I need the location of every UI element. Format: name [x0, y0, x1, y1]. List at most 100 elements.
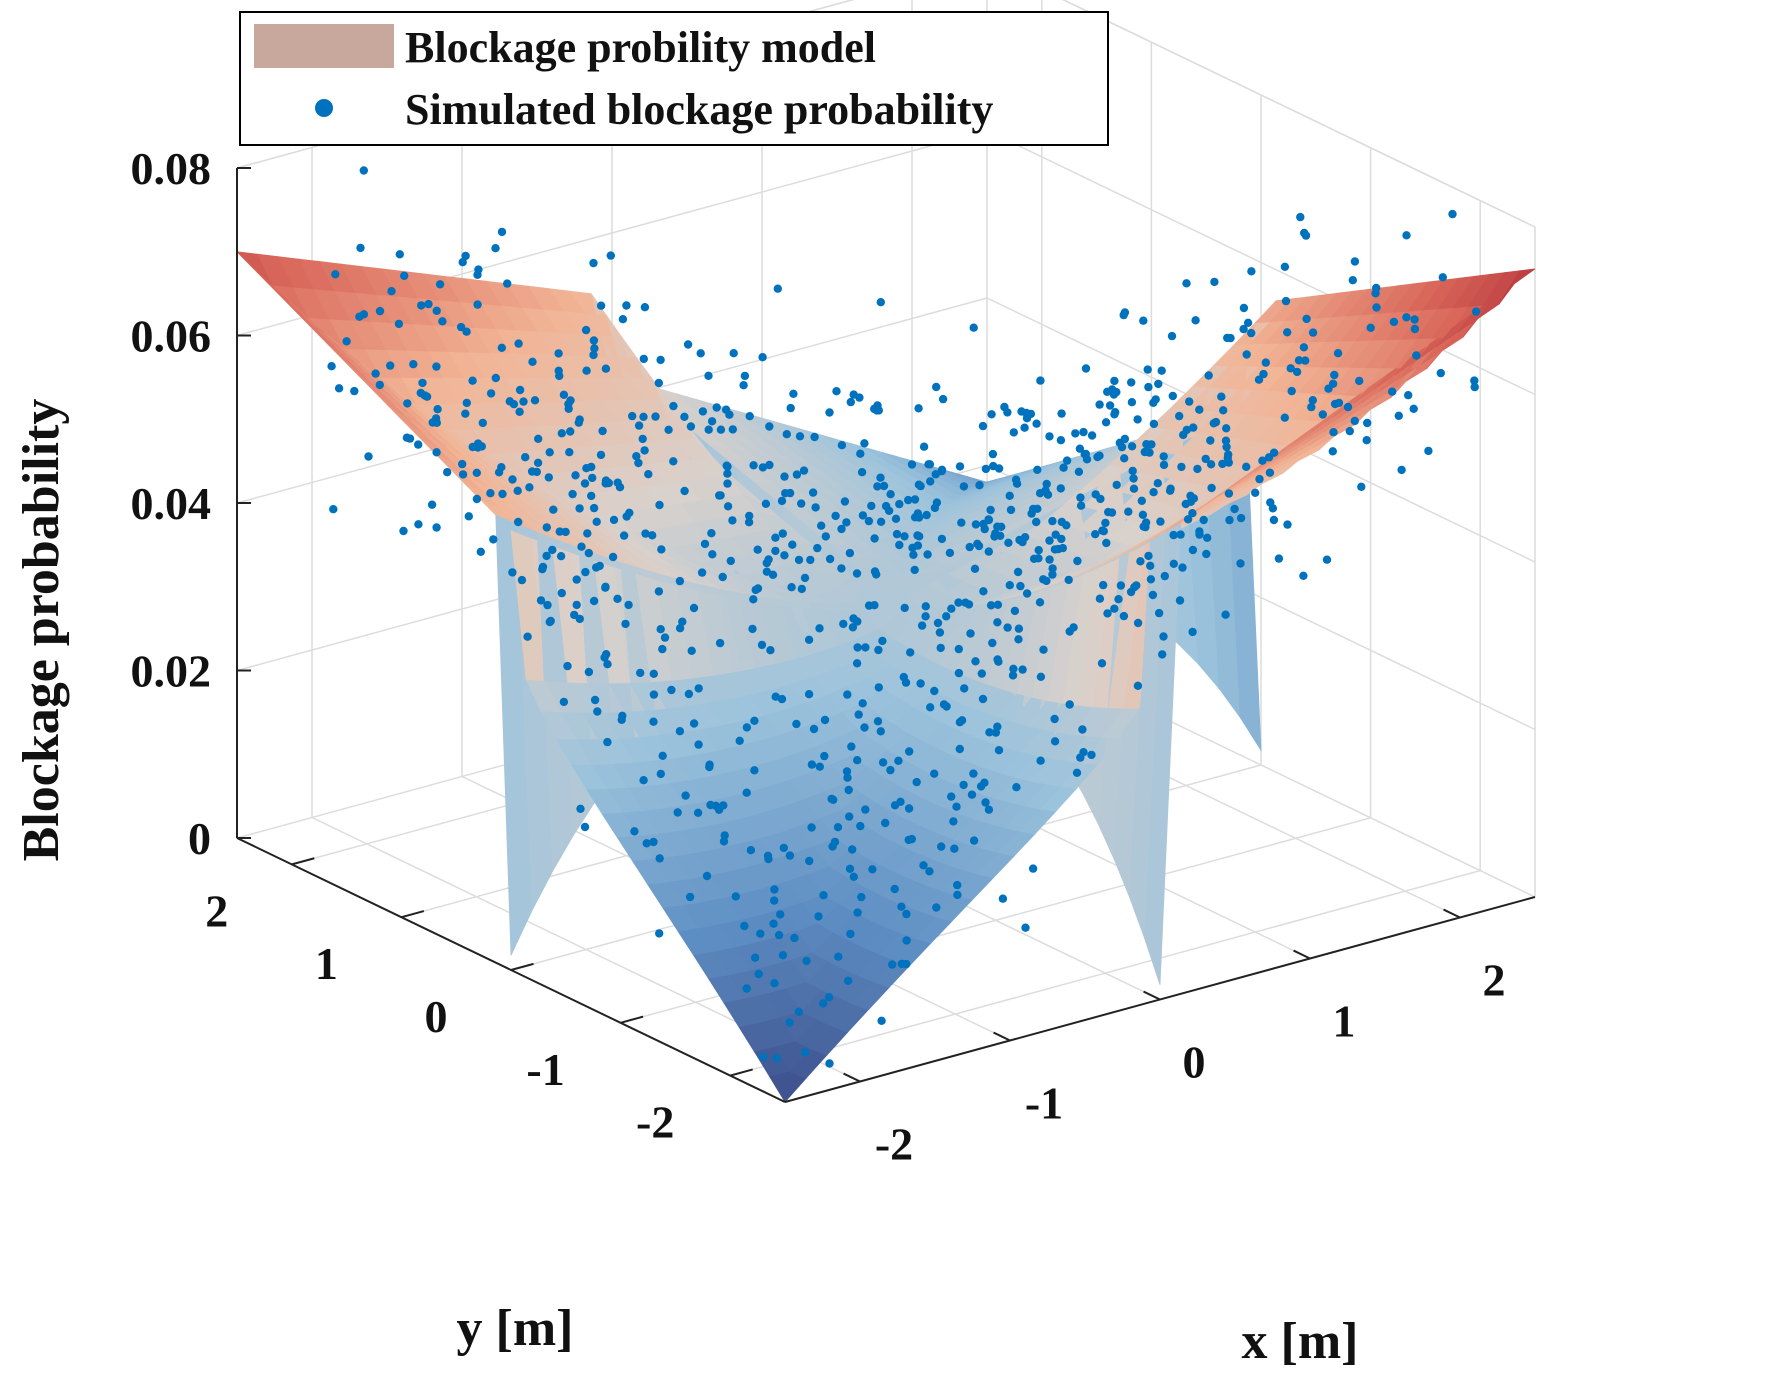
simulated-point [873, 482, 882, 491]
y-tick-mark [620, 1015, 644, 1024]
simulated-point [1064, 575, 1073, 585]
simulated-point [954, 598, 963, 607]
simulated-point [564, 404, 573, 413]
simulated-point [681, 791, 690, 800]
simulated-point [945, 548, 955, 558]
simulated-point [596, 301, 606, 310]
simulated-point [937, 842, 946, 851]
simulated-point [971, 657, 980, 666]
simulated-point [833, 823, 843, 832]
simulated-point [342, 337, 351, 346]
simulated-point [684, 689, 694, 699]
simulated-point [514, 339, 523, 348]
simulated-point [476, 547, 485, 556]
simulated-point [839, 619, 848, 629]
y-axis-label: y [m] [457, 1300, 574, 1357]
simulated-point [789, 389, 798, 398]
simulated-point [758, 463, 768, 472]
simulated-point [432, 523, 441, 532]
simulated-point [820, 751, 829, 761]
simulated-point [649, 669, 658, 678]
simulated-point [1301, 356, 1310, 365]
simulated-point [993, 618, 1002, 627]
simulated-point [1471, 307, 1481, 316]
simulated-point [1048, 564, 1057, 573]
simulated-point [427, 500, 437, 509]
simulated-point [331, 270, 340, 279]
simulated-point [998, 894, 1008, 903]
simulated-point [1157, 366, 1166, 375]
simulated-point [386, 361, 395, 370]
simulated-point [825, 1059, 834, 1068]
simulated-point [1033, 504, 1042, 513]
simulated-point [894, 756, 903, 765]
simulated-point [1014, 624, 1024, 633]
simulated-point [530, 396, 540, 405]
simulated-point [821, 532, 830, 541]
simulated-point [1302, 314, 1311, 324]
simulated-point [777, 694, 787, 704]
simulated-point [1153, 479, 1163, 488]
simulated-point [712, 403, 721, 412]
simulated-point [877, 1016, 886, 1025]
simulated-point [664, 425, 673, 434]
simulated-point [985, 728, 994, 737]
simulated-point [1079, 427, 1088, 437]
simulated-point [1307, 402, 1316, 412]
z-tick-label: 0.02 [131, 646, 212, 697]
simulated-point [857, 892, 866, 902]
simulated-point [1410, 315, 1419, 324]
simulated-point [1283, 520, 1292, 529]
simulated-point [1022, 414, 1032, 423]
simulated-point [595, 561, 604, 571]
simulated-point [1281, 296, 1291, 306]
simulated-point [1148, 590, 1158, 600]
simulated-point [1188, 545, 1198, 555]
simulated-point [583, 529, 592, 538]
simulated-point [829, 795, 838, 804]
simulated-point [1045, 536, 1054, 545]
simulated-point [1265, 468, 1275, 477]
simulated-point [654, 378, 663, 388]
simulated-point [1239, 303, 1249, 313]
simulated-point [680, 412, 689, 421]
simulated-point [603, 660, 612, 669]
simulated-point [642, 839, 651, 848]
simulated-point [864, 601, 874, 610]
simulated-point [1105, 401, 1115, 410]
simulated-point [984, 515, 993, 524]
simulated-point [879, 481, 889, 491]
simulated-point [919, 442, 929, 451]
simulated-point [931, 470, 940, 479]
simulated-point [897, 959, 906, 969]
simulated-point [1036, 756, 1045, 765]
simulated-point [1071, 429, 1080, 438]
simulated-point [590, 344, 599, 353]
simulated-point [771, 533, 780, 542]
simulated-point [1010, 606, 1020, 616]
simulated-point [819, 891, 828, 900]
simulated-point [555, 527, 564, 536]
simulated-point [656, 355, 665, 365]
simulated-point [942, 612, 951, 621]
simulated-point [731, 892, 740, 901]
simulated-point [886, 490, 895, 499]
simulated-point [1006, 505, 1016, 515]
simulated-point [1296, 212, 1305, 222]
simulated-point [745, 511, 754, 521]
simulated-point [935, 628, 945, 637]
simulated-point [886, 765, 895, 775]
simulated-point [728, 516, 737, 525]
simulated-point [651, 412, 660, 421]
simulated-point [621, 619, 630, 629]
simulated-point [1169, 530, 1178, 540]
simulated-point [1206, 460, 1216, 469]
simulated-point [1032, 517, 1041, 527]
simulated-point [1042, 479, 1051, 489]
simulated-point [694, 740, 703, 749]
x-tick-mark [993, 1031, 1011, 1042]
simulated-point [566, 396, 575, 405]
simulated-point [900, 603, 909, 613]
simulated-point [538, 565, 547, 574]
simulated-point [1116, 581, 1126, 590]
